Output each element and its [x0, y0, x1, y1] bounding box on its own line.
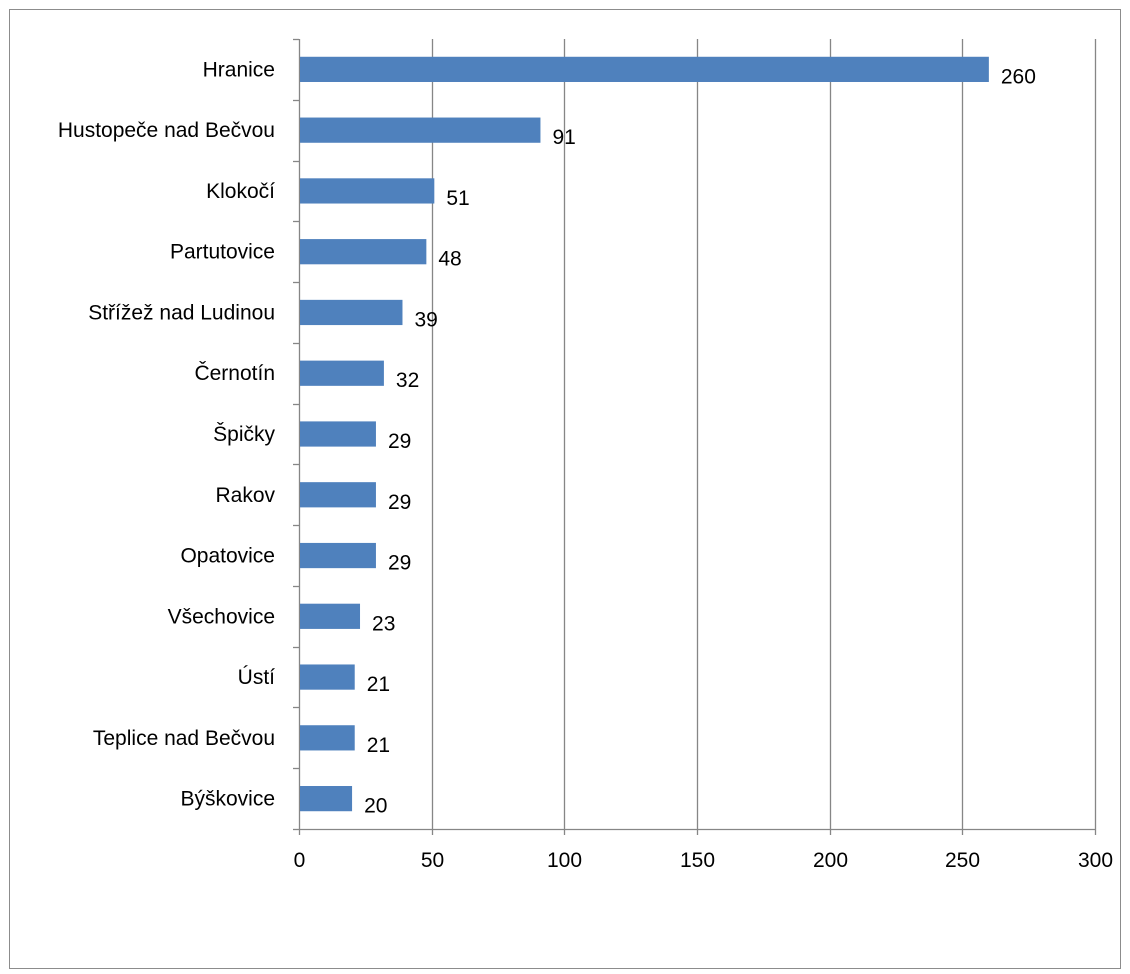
category-label-7: Rakov [215, 484, 275, 507]
bar-5 [300, 360, 384, 386]
value-label-5: 32 [396, 369, 419, 392]
value-label-3: 48 [438, 248, 461, 271]
bar-6 [300, 421, 376, 447]
value-label-11: 21 [367, 734, 390, 757]
x-tick-label-300: 300 [1078, 849, 1113, 872]
x-tick-label-200: 200 [813, 849, 848, 872]
bar-10 [300, 664, 355, 690]
value-label-1: 91 [552, 126, 575, 149]
category-label-0: Hranice [203, 58, 275, 81]
category-label-2: Klokočí [206, 180, 275, 203]
x-tick-label-250: 250 [945, 849, 980, 872]
value-label-7: 29 [388, 491, 411, 514]
x-tick-label-0: 0 [294, 849, 306, 872]
bar-11 [300, 725, 355, 751]
category-label-10: Ústí [238, 666, 276, 689]
category-label-12: Býškovice [180, 788, 275, 811]
category-label-3: Partutovice [170, 241, 275, 264]
bar-4 [300, 299, 403, 326]
bar-7 [300, 482, 376, 508]
category-label-4: Střížež nad Ludinou [88, 301, 275, 324]
bar-12 [300, 786, 353, 812]
bar-0 [300, 56, 989, 82]
value-label-8: 29 [388, 552, 411, 575]
category-label-6: Špičky [213, 423, 275, 446]
category-label-8: Opatovice [180, 545, 275, 568]
category-label-1: Hustopeče nad Bečvou [58, 119, 275, 142]
bar-3 [300, 239, 427, 265]
value-label-0: 260 [1001, 65, 1036, 88]
value-label-6: 29 [388, 430, 411, 453]
value-label-10: 21 [367, 673, 390, 696]
x-tick-label-150: 150 [680, 849, 715, 872]
category-label-11: Teplice nad Bečvou [93, 727, 275, 750]
bar-2 [300, 178, 435, 204]
value-label-9: 23 [372, 612, 395, 635]
value-label-12: 20 [364, 795, 387, 818]
bar-1 [300, 117, 541, 143]
value-label-4: 39 [414, 308, 437, 331]
x-tick-label-100: 100 [547, 849, 582, 872]
category-label-5: Černotín [194, 362, 275, 385]
bar-8 [300, 542, 376, 569]
x-tick-label-50: 50 [421, 849, 444, 872]
category-label-9: Všechovice [168, 605, 275, 628]
value-label-2: 51 [446, 187, 469, 210]
bar-9 [300, 603, 361, 629]
